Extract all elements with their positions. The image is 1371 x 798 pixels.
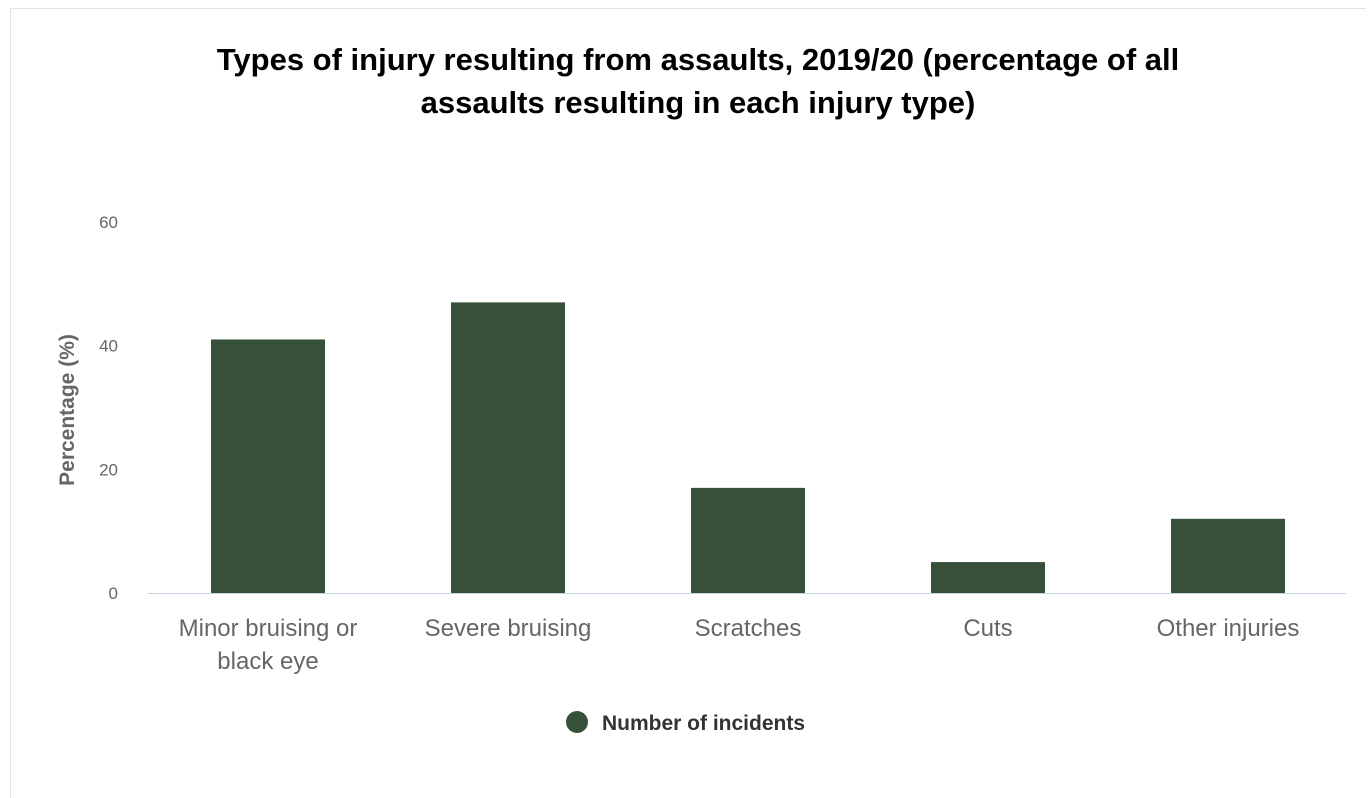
bar[interactable] (931, 562, 1045, 593)
y-axis-ticks: 0 20 40 60 (99, 213, 118, 603)
bar[interactable] (691, 487, 805, 593)
x-category-label: Scratches (695, 615, 802, 642)
x-category-label: Severe bruising (425, 615, 592, 642)
legend[interactable]: Number of incidents (566, 711, 805, 735)
chart-frame (10, 8, 1366, 798)
y-axis-label: Percentage (%) (56, 334, 79, 486)
x-category-label: Cuts (963, 615, 1012, 642)
y-tick-label: 20 (99, 460, 118, 479)
x-axis-categories: Minor bruising or black eye Severe bruisin… (179, 615, 1300, 675)
legend-marker-number-of-incidents (566, 711, 588, 733)
chart-title-line-1: Types of injury resulting from assaults,… (217, 42, 1179, 77)
y-tick-label: 40 (99, 337, 118, 356)
chart-title-line-2: assaults resulting in each injury type) (421, 85, 976, 120)
bar[interactable] (451, 302, 565, 593)
x-category-label: Other injuries (1157, 615, 1300, 642)
x-category-label: Minor bruising or black eye (179, 615, 358, 675)
legend-label-number-of-incidents: Number of incidents (602, 712, 805, 735)
y-tick-label: 60 (99, 213, 118, 232)
bars (211, 302, 1285, 593)
y-tick-label: 0 (109, 584, 118, 603)
bar[interactable] (211, 339, 325, 593)
bar[interactable] (1171, 518, 1285, 593)
